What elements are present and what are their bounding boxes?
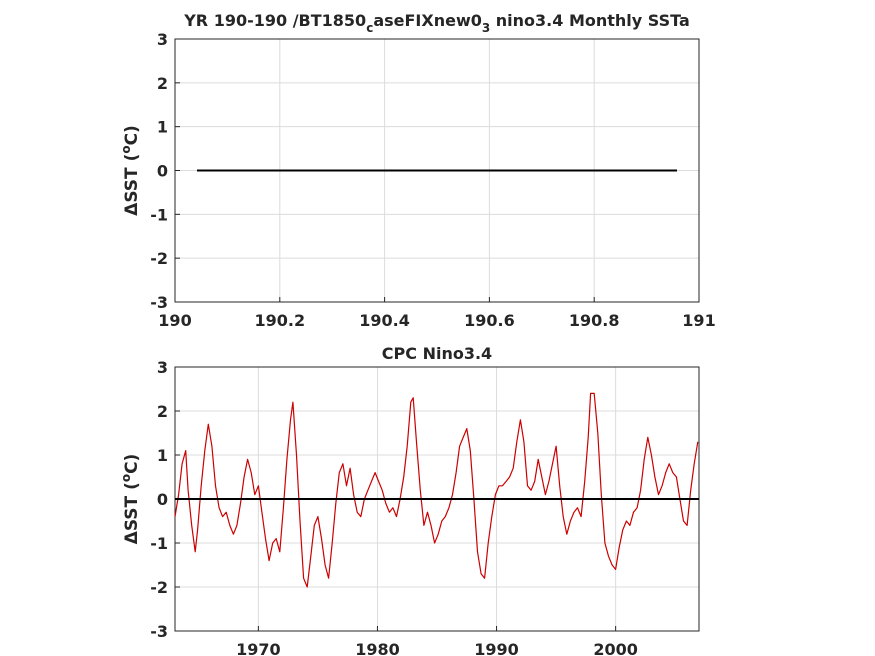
y-tick-label: -3: [150, 293, 168, 312]
x-tick-label: 2000: [593, 640, 638, 656]
y-tick-label: 0: [157, 490, 168, 509]
x-tick-label: 190.8: [569, 311, 620, 330]
y-tick-label: -2: [150, 249, 168, 268]
bottom-y-ticks: 3 2 1 0 -1 -2 -3: [150, 358, 180, 641]
x-tick-label: 190: [158, 311, 191, 330]
x-tick-label: 191: [682, 311, 715, 330]
y-tick-label: 0: [157, 162, 168, 181]
x-tick-label: 1980: [355, 640, 400, 656]
x-tick-label: 1970: [236, 640, 281, 656]
y-tick-label: 3: [157, 30, 168, 49]
top-x-ticks: 190 190.2 190.4 190.6 190.8 191: [158, 297, 716, 330]
top-y-axis-label: ΔSST (oC): [119, 125, 142, 216]
y-tick-label: -3: [150, 622, 168, 641]
y-tick-label: 2: [157, 74, 168, 93]
bottom-y-axis-label: ΔSST (oC): [119, 454, 142, 545]
bottom-x-ticks: 1970 1980 1990 2000: [236, 626, 638, 656]
bottom-series-layer: [174, 392, 699, 588]
y-tick-label: 3: [157, 358, 168, 377]
top-y-ticks: 3 2 1 0 -1 -2 -3: [150, 30, 180, 312]
x-tick-label: 190.4: [359, 311, 410, 330]
x-tick-label: 1990: [474, 640, 519, 656]
top-chart-title: YR 190-190 /BT1850caseFIXnew03 nino3.4 M…: [183, 11, 690, 35]
y-tick-label: 2: [157, 402, 168, 421]
top-panel: 3 2 1 0 -1 -2 -3 190 190.2 190.4 190.6 190.8 191 YR…: [119, 11, 716, 330]
y-tick-label: -2: [150, 578, 168, 597]
x-tick-label: 190.6: [464, 311, 515, 330]
y-tick-label: 1: [157, 446, 168, 465]
y-tick-label: -1: [150, 205, 168, 224]
x-tick-label: 190.2: [254, 311, 305, 330]
y-tick-label: -1: [150, 534, 168, 553]
y-tick-label: 1: [157, 118, 168, 137]
bottom-chart-title: CPC Nino3.4: [382, 344, 492, 363]
series-line: [174, 392, 699, 588]
